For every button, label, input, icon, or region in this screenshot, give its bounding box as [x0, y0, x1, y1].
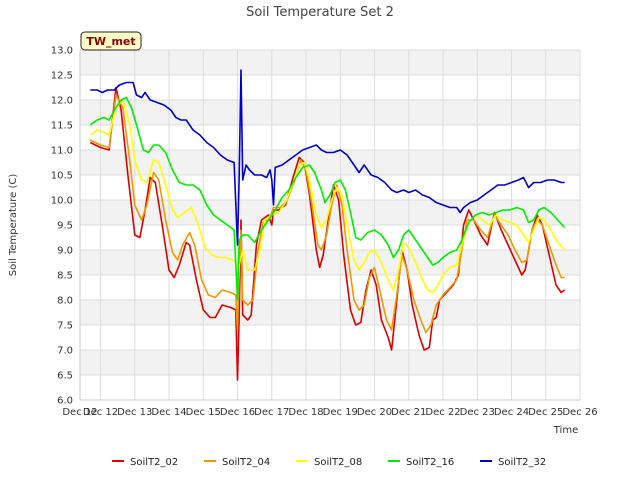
chart-title: Soil Temperature Set 2: [246, 5, 394, 20]
y-tick-label: 12.0: [51, 96, 73, 107]
y-tick-label: 9.5: [57, 221, 73, 232]
y-tick-label: 10.5: [51, 171, 73, 182]
legend-label: SoilT2_32: [498, 457, 546, 468]
x-tick-label: Dec 18: [288, 407, 323, 418]
y-tick-label: 6.0: [57, 396, 73, 407]
x-tick-label: Dec 21: [391, 407, 426, 418]
series-line-soilt2-08: [89, 99, 566, 294]
plot-band: [80, 250, 580, 275]
y-tick-label: 6.5: [57, 371, 73, 382]
y-tick-label: 9.0: [57, 246, 73, 257]
site-badge-box: [80, 31, 142, 51]
plot-band: [80, 100, 580, 125]
series-line-soilt2-04: [89, 94, 565, 334]
x-tick-label: Dec 14: [151, 407, 186, 418]
x-tick-label: Dec 24: [494, 407, 529, 418]
x-axis-title: Time: [553, 425, 578, 436]
y-tick-label: 12.5: [51, 71, 73, 82]
x-tick-label: Dec 12: [62, 407, 97, 418]
x-tick-label: Dec 17: [254, 407, 289, 418]
x-tick-label: Dec 12: [83, 407, 118, 418]
y-tick-label: 11.5: [51, 121, 73, 132]
plot-band: [80, 300, 580, 325]
x-tick-label: Dec 23: [460, 407, 495, 418]
y-tick-label: 8.0: [57, 296, 73, 307]
y-tick-label: 11.0: [51, 146, 73, 157]
x-tick-label: Dec 25: [528, 407, 563, 418]
y-tick-label: 7.0: [57, 346, 73, 357]
x-tick-label: Dec 20: [357, 407, 392, 418]
axes: 6.0 6.5 7.0 7.5 8.0 8.5 9.0 9.5 10.0 10.5 11.0 11.5…: [51, 46, 598, 419]
x-tick-label: Dec 16: [220, 407, 255, 418]
x-tick-label: Dec 13: [117, 407, 152, 418]
y-tick-label: 8.5: [57, 271, 73, 282]
site-badge-label: TW_met: [86, 35, 135, 48]
y-tick-label: 13.0: [51, 46, 73, 57]
y-axis-title: Soil Temperature (C): [8, 174, 19, 277]
plot-band: [80, 350, 580, 375]
legend-label: SoilT2_04: [222, 457, 270, 468]
legend: SoilT2_02 SoilT2_04 SoilT2_08 SoilT2_16 Soil…: [112, 457, 546, 468]
series-line-soilt2-16: [89, 96, 566, 301]
plot-band: [80, 50, 580, 75]
x-tick-label: Dec 15: [186, 407, 221, 418]
series-lines: [89, 69, 566, 381]
legend-label: SoilT2_08: [314, 457, 362, 468]
y-tick-label: 7.5: [57, 321, 73, 332]
y-tick-label: 10.0: [51, 196, 73, 207]
plot-band: [80, 150, 580, 175]
legend-label: SoilT2_16: [406, 457, 454, 468]
series-line-soilt2-32: [90, 69, 565, 246]
x-tick-label: Dec 22: [425, 407, 460, 418]
site-badge: TW_met: [80, 31, 142, 51]
x-tick-label: Dec 19: [323, 407, 358, 418]
x-tick-label: Dec 26: [562, 407, 597, 418]
legend-label: SoilT2_02: [130, 457, 178, 468]
